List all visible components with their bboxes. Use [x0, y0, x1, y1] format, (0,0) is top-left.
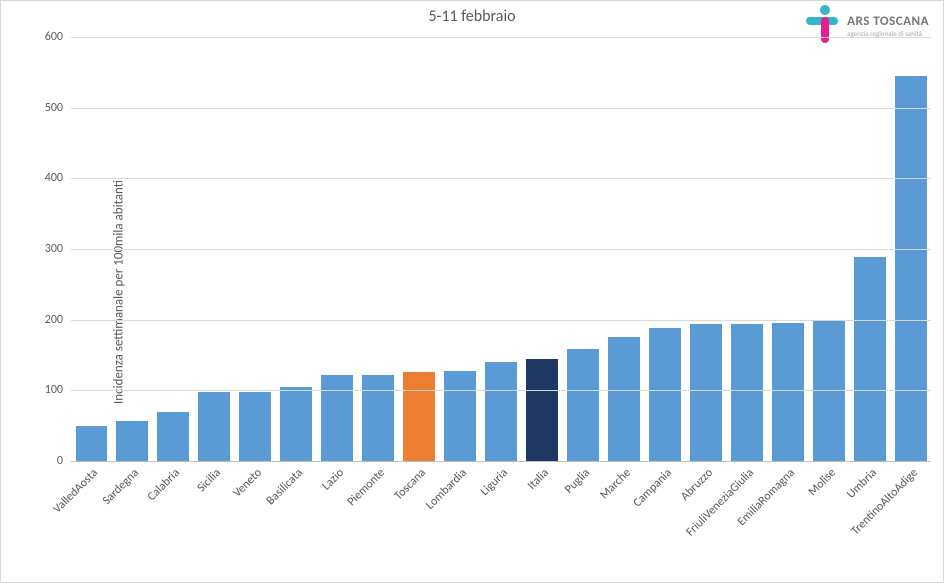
bar	[116, 421, 148, 461]
x-tick-label: Liguria	[478, 466, 511, 499]
x-tick-label: Umbria	[844, 466, 880, 502]
chart-title: 5-11 febbraio	[1, 7, 943, 26]
chart-container: 5-11 febbraio ARS TOSCANA agenzia region…	[1, 1, 943, 582]
x-slot: Piemonte	[358, 462, 399, 582]
grid-line	[71, 320, 931, 321]
bar	[157, 412, 189, 461]
bar	[895, 76, 927, 461]
y-tick-label: 0	[57, 454, 71, 468]
x-slot: Campania	[644, 462, 685, 582]
bar	[321, 375, 353, 461]
grid-line	[71, 249, 931, 250]
x-tick-label: Molise	[805, 466, 838, 499]
bar	[608, 337, 640, 461]
x-tick-label: Puglia	[562, 466, 593, 497]
bar	[485, 362, 517, 461]
bar	[76, 426, 108, 461]
y-tick-label: 200	[45, 313, 71, 327]
logo-dot	[820, 5, 830, 15]
x-slot: Lombardia	[440, 462, 481, 582]
x-slot: Sardegna	[112, 462, 153, 582]
x-tick-label: Veneto	[231, 466, 265, 500]
bar	[198, 392, 230, 461]
x-slot: TrentinoAltoAdige	[890, 462, 931, 582]
y-tick-label: 400	[45, 171, 71, 185]
logo-text: ARS TOSCANA agenzia regionale di sanità	[847, 15, 929, 37]
grid-line	[71, 108, 931, 109]
logo-sub-text: agenzia regionale di sanità	[847, 30, 929, 37]
bar	[280, 387, 312, 461]
bar	[444, 371, 476, 461]
y-tick-label: 300	[45, 242, 71, 256]
x-tick-label: Italia	[525, 466, 552, 493]
bar	[239, 392, 271, 461]
x-slot: ValledAosta	[71, 462, 112, 582]
x-slot: Italia	[521, 462, 562, 582]
x-tick-label: Marche	[597, 466, 633, 502]
logo-main-text: ARS TOSCANA	[847, 15, 929, 28]
x-slot: Basilicata	[276, 462, 317, 582]
bar	[403, 372, 435, 461]
y-tick-label: 600	[45, 30, 71, 44]
x-axis-labels: ValledAostaSardegnaCalabriaSiciliaVeneto…	[71, 462, 931, 582]
x-slot: Molise	[808, 462, 849, 582]
bar	[362, 375, 394, 461]
bar	[526, 359, 558, 461]
bar	[649, 328, 681, 461]
x-tick-label: Lazio	[320, 466, 347, 493]
bar	[567, 349, 599, 461]
x-slot: EmiliaRomagna	[767, 462, 808, 582]
y-tick-label: 100	[45, 383, 71, 397]
x-slot: Toscana	[399, 462, 440, 582]
bar	[690, 324, 722, 461]
plot-area: 0100200300400500600	[71, 37, 931, 462]
x-slot: Marche	[603, 462, 644, 582]
bar	[772, 323, 804, 461]
x-tick-label: Sicilia	[195, 466, 224, 495]
x-tick-label: ValledAosta	[51, 466, 101, 516]
y-tick-label: 500	[45, 101, 71, 115]
x-slot: Veneto	[235, 462, 276, 582]
grid-line	[71, 178, 931, 179]
bar	[731, 324, 763, 461]
x-slot: Puglia	[562, 462, 603, 582]
grid-line	[71, 37, 931, 38]
x-slot: Liguria	[481, 462, 522, 582]
grid-line	[71, 390, 931, 391]
x-slot: Lazio	[317, 462, 358, 582]
x-slot: Sicilia	[194, 462, 235, 582]
x-slot: Calabria	[153, 462, 194, 582]
bar	[854, 257, 886, 461]
